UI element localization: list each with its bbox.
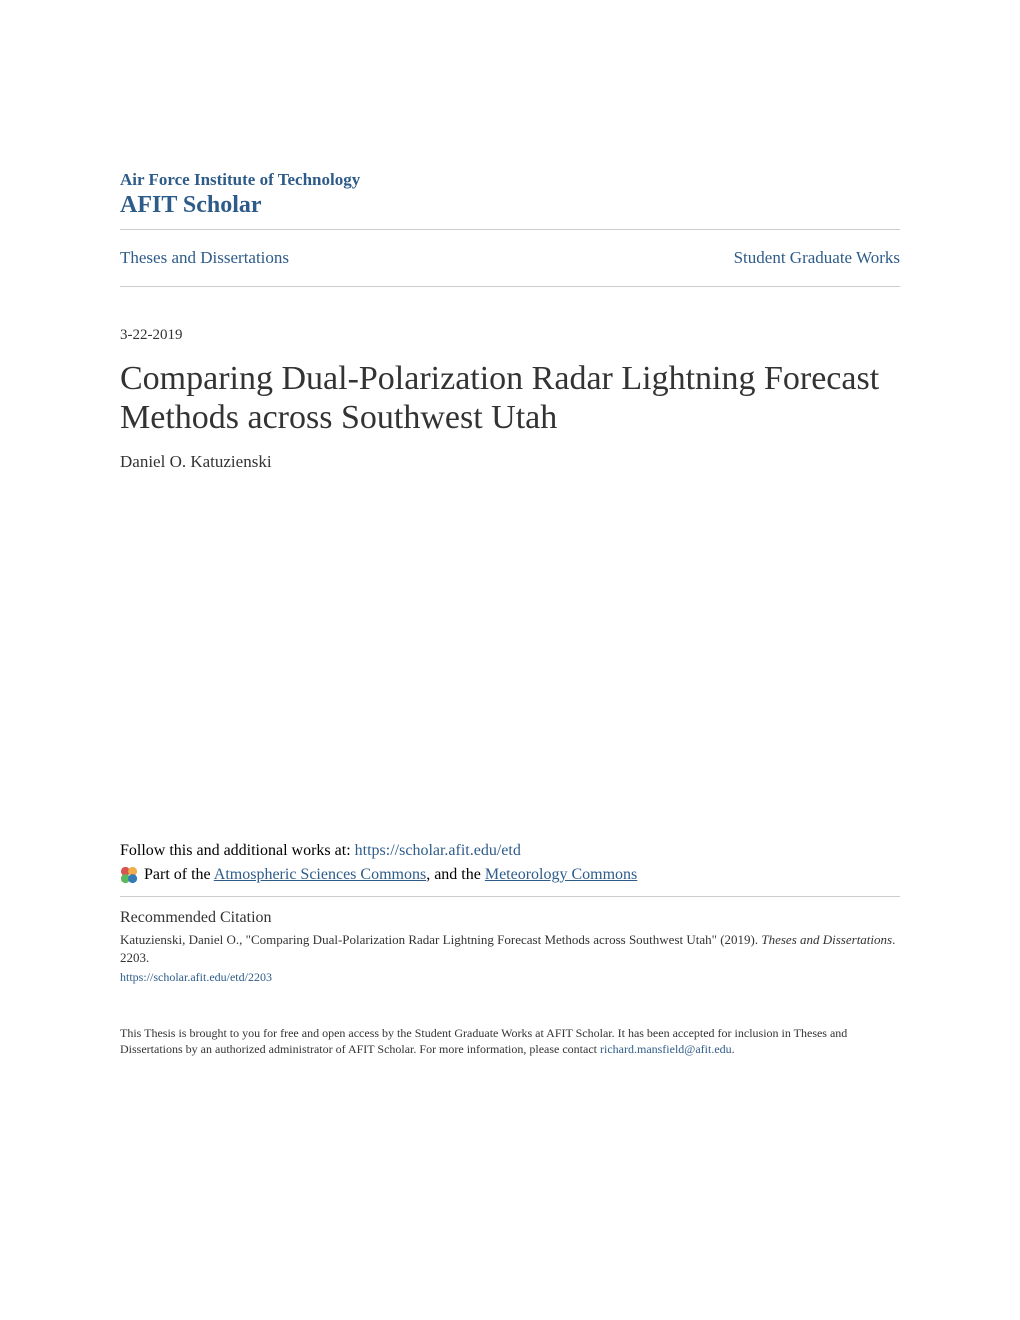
citation-heading: Recommended Citation [120, 909, 900, 927]
partof-middle: , and the [426, 866, 485, 883]
nav-student-works-link[interactable]: Student Graduate Works [734, 248, 900, 268]
divider-nav [120, 286, 900, 287]
citation-italic: Theses and Dissertations [761, 932, 892, 947]
partof-text: Part of the Atmospheric Sciences Commons… [144, 866, 637, 884]
follow-prefix: Follow this and additional works at: [120, 842, 355, 859]
follow-url-link[interactable]: https://scholar.afit.edu/etd [355, 842, 521, 859]
nav-row: Theses and Dissertations Student Graduat… [120, 238, 900, 278]
nav-theses-link[interactable]: Theses and Dissertations [120, 248, 289, 268]
header-block: Air Force Institute of Technology AFIT S… [120, 170, 900, 219]
citation-text: Katuzienski, Daniel O., "Comparing Dual-… [120, 931, 900, 967]
document-title: Comparing Dual-Polarization Radar Lightn… [120, 359, 900, 437]
atmospheric-commons-link[interactable]: Atmospheric Sciences Commons [214, 866, 426, 883]
footer-prefix: This Thesis is brought to you for free a… [120, 1026, 847, 1057]
divider-top [120, 229, 900, 230]
publication-date: 3-22-2019 [120, 327, 900, 344]
follow-line: Follow this and additional works at: htt… [120, 842, 900, 860]
spacer [120, 472, 900, 842]
citation-url-link[interactable]: https://scholar.afit.edu/etd/2203 [120, 970, 900, 985]
citation-prefix: Katuzienski, Daniel O., "Comparing Dual-… [120, 932, 761, 947]
author-name: Daniel O. Katuzienski [120, 452, 900, 472]
institution-name[interactable]: Air Force Institute of Technology [120, 170, 900, 190]
partof-prefix: Part of the [144, 866, 214, 883]
divider-citation [120, 896, 900, 897]
partof-line: Part of the Atmospheric Sciences Commons… [120, 866, 900, 884]
footer-text: This Thesis is brought to you for free a… [120, 1025, 900, 1059]
footer-email-link[interactable]: richard.mansfield@afit.edu [600, 1042, 732, 1056]
footer-suffix: . [732, 1042, 735, 1056]
meteorology-commons-link[interactable]: Meteorology Commons [485, 866, 637, 883]
scholar-name[interactable]: AFIT Scholar [120, 192, 900, 219]
network-icon [120, 866, 138, 884]
